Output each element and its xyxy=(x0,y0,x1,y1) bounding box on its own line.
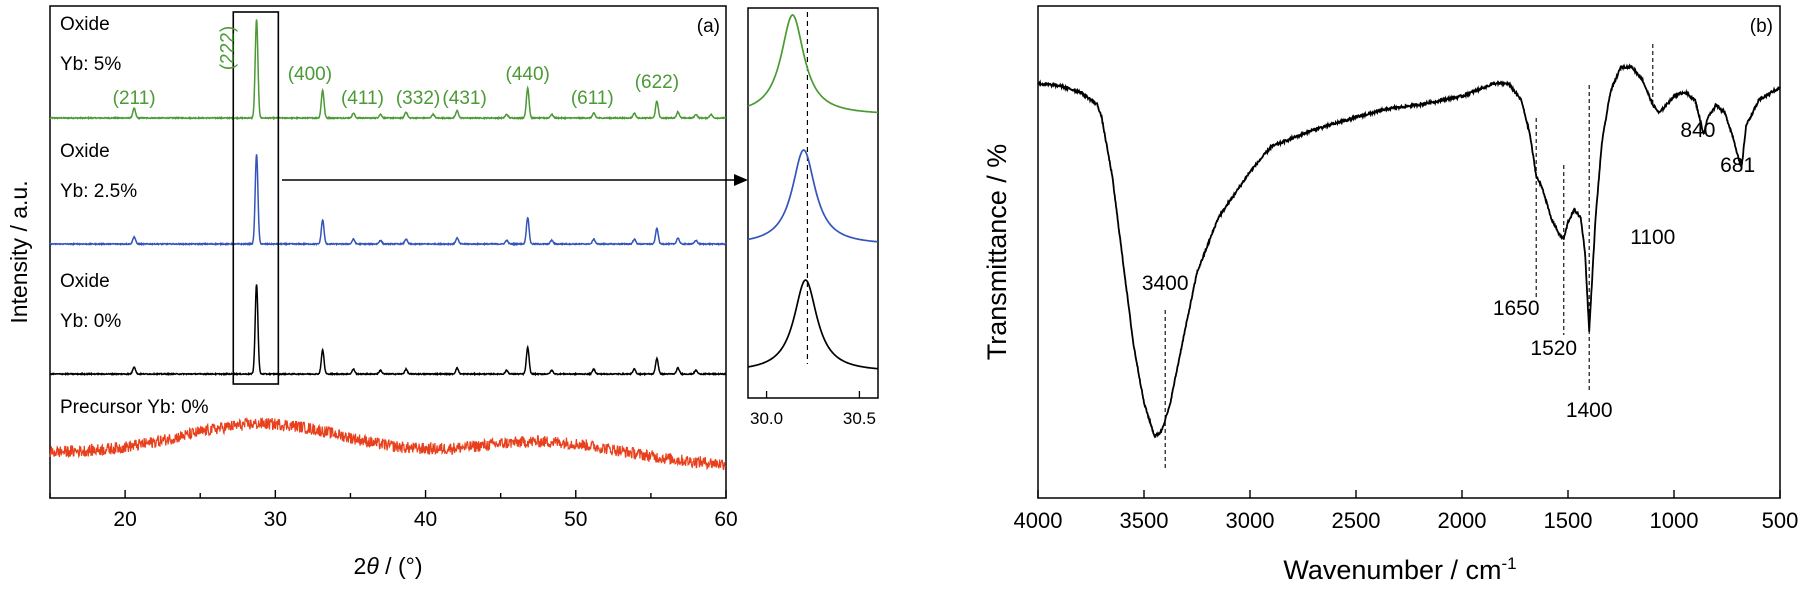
xrd-x-tick-label: 50 xyxy=(564,508,587,531)
label-precursor: Precursor Yb: 0% xyxy=(60,397,209,418)
label-oxide-2-5-line1: Oxide xyxy=(60,141,110,162)
ftir-band-label: 1520 xyxy=(1530,337,1577,360)
ftir-x-axis-title: Wavenumber / cm-1 xyxy=(1283,554,1516,585)
ftir-band-label: 1400 xyxy=(1566,399,1613,422)
ftir-x-tick-label: 4000 xyxy=(1014,508,1063,533)
inset-panel: 30.0 30.5 xyxy=(747,7,879,428)
ftir-x-tick-label: 1500 xyxy=(1544,508,1593,533)
xrd-trace-0 xyxy=(49,19,727,121)
ftir-band-label: 840 xyxy=(1680,119,1715,142)
xrd-traces xyxy=(49,19,727,471)
ftir-band-label: 1650 xyxy=(1493,297,1540,320)
ftir-reference-lines xyxy=(1164,44,1654,470)
inset-frame xyxy=(747,7,879,399)
xrd-peak-label: (400) xyxy=(288,64,332,85)
ftir-x-tick-label: 2500 xyxy=(1332,508,1381,533)
xrd-peak-label: (211) xyxy=(113,88,156,109)
xrd-peak-label: (411) xyxy=(341,88,384,109)
xrd-peak-label: (622) xyxy=(635,72,679,93)
xrd-plot-frame xyxy=(49,5,727,499)
ftir-x-tick-label: 3000 xyxy=(1226,508,1275,533)
xrd-peak-label: (222) xyxy=(217,26,238,70)
xrd-x-tick-label: 40 xyxy=(414,508,437,531)
ftir-x-axis-title-text: Wavenumber / cm xyxy=(1283,555,1501,585)
ftir-x-tick-label: 1000 xyxy=(1650,508,1699,533)
ftir-x-ticks: 4000 3500 3000 2500 2000 1500 1000 500 xyxy=(1014,490,1799,533)
inset-x-ticks: 30.0 30.5 xyxy=(750,391,876,428)
xrd-peak-label: (440) xyxy=(506,64,550,85)
ftir-band-label: 1100 xyxy=(1630,226,1675,249)
label-oxide-0-line2: Yb: 0% xyxy=(60,311,121,332)
ftir-trace xyxy=(1037,63,1781,439)
inset-tick-label: 30.0 xyxy=(750,409,783,428)
panel-a-label: (a) xyxy=(697,16,720,37)
label-oxide-5-line1: Oxide xyxy=(60,14,110,35)
label-oxide-2-5-line2: Yb: 2.5% xyxy=(60,181,137,202)
ftir-band-label: 3400 xyxy=(1142,272,1189,295)
ftir-x-tick-label: 500 xyxy=(1762,508,1799,533)
xrd-x-axis-title-suffix: / (°) xyxy=(379,553,423,579)
panel-b-label: (b) xyxy=(1750,16,1773,37)
ftir-x-tick-label: 3500 xyxy=(1120,508,1169,533)
xrd-peak-label: (332) xyxy=(396,88,440,109)
xrd-y-axis-title: Intensity / a.u. xyxy=(6,180,32,323)
xrd-x-axis-title-prefix: 2 xyxy=(354,553,367,579)
ftir-plot-frame xyxy=(1037,5,1781,499)
xrd-trace-1 xyxy=(49,154,727,247)
xrd-panel: 20 30 40 50 60 (211) (222) (400) (411) (332) (431… xyxy=(6,5,748,579)
inset-traces xyxy=(747,14,879,370)
highlight-box xyxy=(232,11,280,385)
inset-trace-1 xyxy=(747,149,879,243)
ftir-x-tick-label: 2000 xyxy=(1438,508,1487,533)
ftir-x-axis-title-sup: -1 xyxy=(1501,554,1516,573)
ftir-curve xyxy=(1037,63,1781,439)
inset-tick-label: 30.5 xyxy=(843,409,876,428)
ftir-y-axis-title: Transmittance / % xyxy=(982,144,1012,361)
label-oxide-5-line2: Yb: 5% xyxy=(60,54,121,75)
xrd-x-tick-label: 20 xyxy=(113,508,136,531)
xrd-x-tick-label: 30 xyxy=(264,508,287,531)
xrd-peak-label: (431) xyxy=(442,88,486,109)
xrd-trace-2 xyxy=(49,284,727,377)
inset-trace-2 xyxy=(747,279,879,370)
xrd-x-ticks: 20 30 40 50 60 xyxy=(49,490,738,531)
xrd-trace-precursor xyxy=(49,416,727,471)
xrd-peak-label: (611) xyxy=(571,88,614,109)
xrd-peak-annotations: (211) (222) (400) (411) (332) (431) (440) (611)… xyxy=(113,26,679,109)
ftir-band-label: 681 xyxy=(1720,154,1755,177)
zoom-arrow-head xyxy=(734,174,748,186)
label-oxide-0-line1: Oxide xyxy=(60,271,110,292)
xrd-x-axis-title-symbol: θ xyxy=(366,553,379,579)
inset-trace-0 xyxy=(747,14,879,114)
xrd-x-axis-title: 2θ / (°) xyxy=(354,553,423,579)
xrd-x-tick-label: 60 xyxy=(714,508,737,531)
ftir-panel: 4000 3500 3000 2500 2000 1500 1000 500 3400 1650… xyxy=(982,5,1799,585)
